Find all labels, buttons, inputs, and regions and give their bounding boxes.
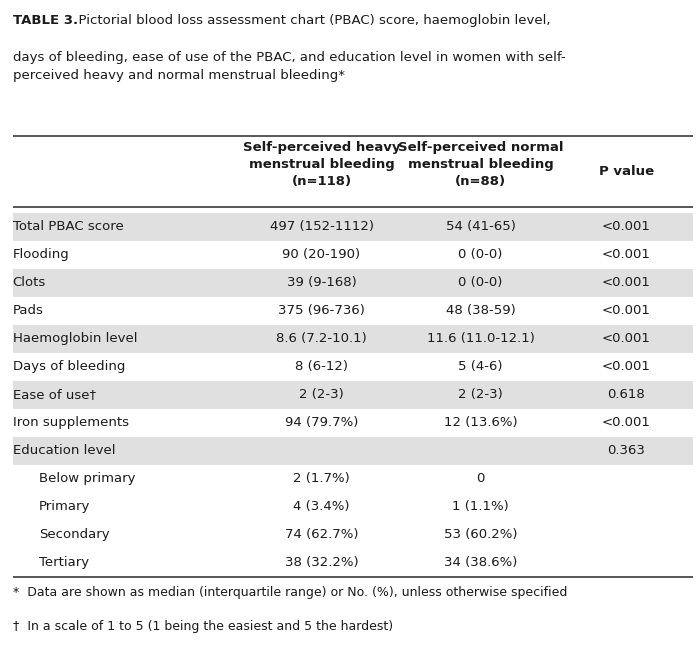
- Text: Below primary: Below primary: [39, 472, 136, 485]
- Text: Days of bleeding: Days of bleeding: [13, 360, 125, 373]
- Text: 0: 0: [477, 472, 484, 485]
- Text: Ease of use†: Ease of use†: [13, 388, 96, 401]
- Bar: [13, 213, 693, 240]
- Text: 48 (38-59): 48 (38-59): [446, 304, 515, 317]
- Text: 53 (60.2%): 53 (60.2%): [444, 528, 517, 541]
- Text: 12 (13.6%): 12 (13.6%): [444, 416, 517, 429]
- Text: Self-perceived normal
menstrual bleeding
(n=88): Self-perceived normal menstrual bleeding…: [398, 141, 563, 189]
- Text: Flooding: Flooding: [13, 248, 69, 261]
- Text: <0.001: <0.001: [602, 332, 651, 345]
- Text: 4 (3.4%): 4 (3.4%): [294, 500, 350, 513]
- Text: 11.6 (11.0-12.1): 11.6 (11.0-12.1): [426, 332, 535, 345]
- Text: 2 (2-3): 2 (2-3): [458, 388, 503, 401]
- Text: 74 (62.7%): 74 (62.7%): [284, 528, 359, 541]
- Text: 8.6 (7.2-10.1): 8.6 (7.2-10.1): [276, 332, 367, 345]
- Text: 5 (4-6): 5 (4-6): [459, 360, 503, 373]
- Bar: [13, 268, 693, 297]
- Text: Pads: Pads: [13, 304, 43, 317]
- Text: 39 (9-168): 39 (9-168): [287, 276, 356, 289]
- Text: 0.363: 0.363: [607, 444, 645, 457]
- Text: †  In a scale of 1 to 5 (1 being the easiest and 5 the hardest): † In a scale of 1 to 5 (1 being the easi…: [13, 620, 393, 633]
- Text: <0.001: <0.001: [602, 220, 651, 233]
- Bar: [13, 325, 693, 353]
- Text: Pictorial blood loss assessment chart (PBAC) score, haemoglobin level,: Pictorial blood loss assessment chart (P…: [70, 14, 550, 27]
- Text: *  Data are shown as median (interquartile range) or No. (%), unless otherwise s: * Data are shown as median (interquartil…: [13, 586, 567, 599]
- Text: <0.001: <0.001: [602, 360, 651, 373]
- Bar: [13, 437, 693, 465]
- Text: <0.001: <0.001: [602, 276, 651, 289]
- Text: 0.618: 0.618: [607, 388, 645, 401]
- Text: 54 (41-65): 54 (41-65): [446, 220, 515, 233]
- Text: 8 (6-12): 8 (6-12): [295, 360, 348, 373]
- Text: Secondary: Secondary: [39, 528, 110, 541]
- Text: TABLE 3.: TABLE 3.: [13, 14, 78, 27]
- Text: Primary: Primary: [39, 500, 90, 513]
- Text: Self-perceived heavy
menstrual bleeding
(n=118): Self-perceived heavy menstrual bleeding …: [243, 141, 401, 189]
- Text: 375 (96-736): 375 (96-736): [278, 304, 365, 317]
- Text: <0.001: <0.001: [602, 248, 651, 261]
- Bar: [13, 380, 693, 409]
- Text: Iron supplements: Iron supplements: [13, 416, 129, 429]
- Text: Education level: Education level: [13, 444, 115, 457]
- Text: Total PBAC score: Total PBAC score: [13, 220, 123, 233]
- Text: P value: P value: [599, 165, 654, 178]
- Text: 2 (1.7%): 2 (1.7%): [293, 472, 350, 485]
- Text: 94 (79.7%): 94 (79.7%): [285, 416, 358, 429]
- Text: 1 (1.1%): 1 (1.1%): [452, 500, 509, 513]
- Text: Haemoglobin level: Haemoglobin level: [13, 332, 137, 345]
- Text: Clots: Clots: [13, 276, 46, 289]
- Text: 90 (20-190): 90 (20-190): [282, 248, 361, 261]
- Text: 0 (0-0): 0 (0-0): [459, 248, 503, 261]
- Text: <0.001: <0.001: [602, 304, 651, 317]
- Text: 38 (32.2%): 38 (32.2%): [284, 556, 359, 569]
- Text: 34 (38.6%): 34 (38.6%): [444, 556, 517, 569]
- Text: days of bleeding, ease of use of the PBAC, and education level in women with sel: days of bleeding, ease of use of the PBA…: [13, 51, 565, 82]
- Text: 497 (152-1112): 497 (152-1112): [270, 220, 373, 233]
- Text: 0 (0-0): 0 (0-0): [459, 276, 503, 289]
- Text: 2 (2-3): 2 (2-3): [299, 388, 344, 401]
- Text: Tertiary: Tertiary: [39, 556, 89, 569]
- Text: <0.001: <0.001: [602, 416, 651, 429]
